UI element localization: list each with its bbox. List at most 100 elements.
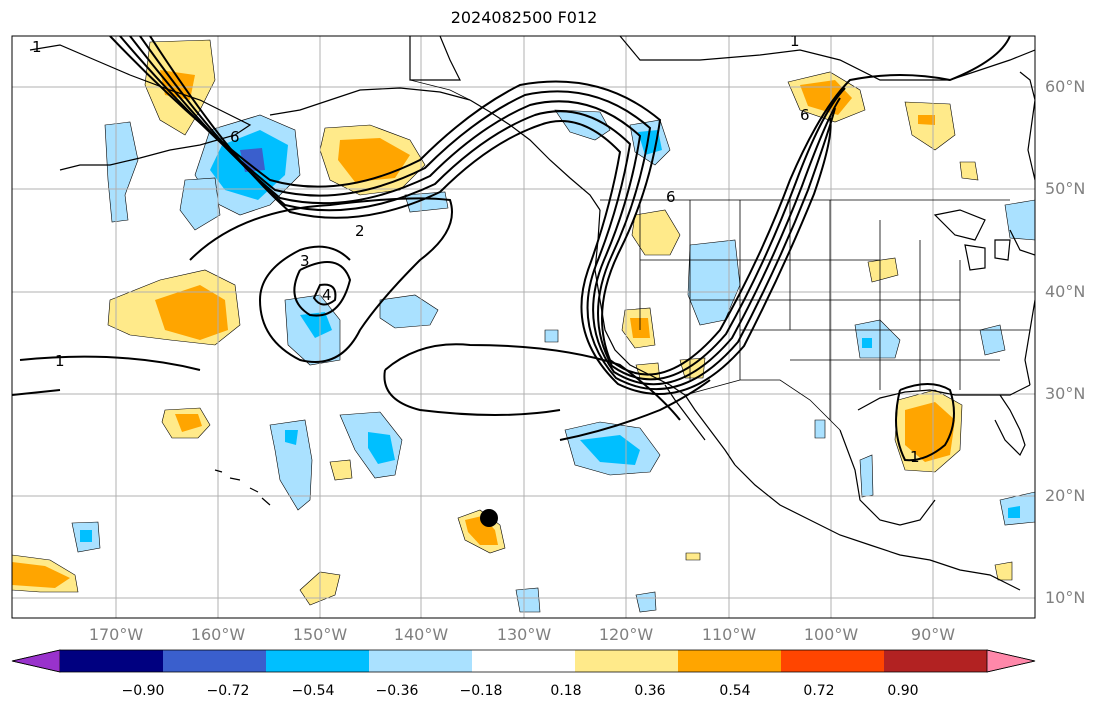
negative-anomaly-patch: [80, 530, 92, 542]
lat-label: 40°N: [1045, 282, 1086, 301]
negative-anomaly-patch: [854, 319, 901, 359]
negative-anomaly-patch: [859, 454, 874, 498]
contour-line: [559, 379, 711, 441]
lon-label: 160°W: [190, 625, 246, 644]
negative-anomaly-patch: [104, 121, 139, 223]
colorbar-tick-label: 0.18: [550, 683, 582, 699]
colorbar-tick-label: −0.90: [121, 683, 165, 699]
contour-label: 1: [790, 32, 800, 50]
colorbar-segment: [678, 650, 781, 672]
canada-bc-coast: [469, 99, 601, 211]
colorbar-tick-label: 0.54: [719, 683, 751, 699]
positive-anomaly-patch: [685, 552, 701, 561]
colorbar-tick-label: −0.54: [291, 683, 335, 699]
colorbar-segment: [163, 650, 266, 672]
lon-label: 150°W: [292, 625, 348, 644]
colorbar-tick-label: 0.72: [803, 683, 835, 699]
hudson-bay: [1019, 71, 1035, 181]
colorbar-extend-min: [11, 649, 61, 673]
positive-anomaly-patch: [329, 459, 353, 481]
negative-anomaly-patch: [635, 591, 657, 613]
mexico-coast: [734, 464, 1021, 591]
contour-line: [12, 389, 61, 396]
contour-line: [895, 383, 955, 462]
contour-label: 1: [32, 38, 42, 56]
positive-anomaly-patch: [800, 80, 852, 115]
colorbar-segment: [266, 650, 369, 672]
colorbar-segment: [369, 650, 472, 672]
positive-anomaly-patch: [904, 101, 956, 151]
contour-label: 6: [230, 128, 240, 146]
positive-anomaly-patch: [959, 161, 979, 181]
colorbar: [11, 649, 1036, 673]
lon-label: 130°W: [496, 625, 552, 644]
contour-line: [293, 261, 352, 317]
colorbar-segment: [60, 650, 163, 672]
contour-line: [312, 283, 337, 306]
anomaly-shading: [12, 39, 1035, 613]
lon-label: 100°W: [803, 625, 859, 644]
us-mexico-border: [684, 379, 841, 431]
contour-label: 1: [55, 352, 65, 370]
positive-anomaly-patch: [12, 562, 70, 588]
negative-anomaly-patch: [269, 419, 313, 511]
contour-label: 6: [800, 106, 810, 124]
colorbar-segment: [472, 650, 575, 672]
contour-line: [189, 197, 453, 363]
positive-anomaly-patch: [918, 115, 935, 125]
alaska-canada-border: [409, 36, 471, 101]
map-title: 2024082500 F012: [450, 8, 598, 27]
lat-lon-grid: [12, 36, 1035, 618]
positive-anomaly-patch: [994, 561, 1013, 581]
positive-anomaly-patch: [679, 357, 706, 379]
contour-label: 6: [666, 188, 676, 206]
negative-anomaly-patch: [379, 294, 439, 329]
contour-line: [383, 343, 681, 421]
lon-label: 170°W: [88, 625, 144, 644]
contour-line: [139, 36, 836, 391]
colorbar-tick-label: 0.36: [634, 683, 666, 699]
positive-anomaly-patch: [155, 285, 228, 340]
contour-line: [129, 36, 841, 386]
lat-label: 30°N: [1045, 384, 1086, 403]
negative-anomaly-patch: [862, 338, 872, 348]
lon-label: 110°W: [701, 625, 757, 644]
colorbar-tick-label: −0.72: [206, 683, 250, 699]
negative-anomaly-patch: [404, 191, 449, 213]
colorbar-segment: [781, 650, 884, 672]
lon-label: 120°W: [598, 625, 654, 644]
negative-anomaly-patch: [179, 177, 221, 231]
negative-anomaly-patch: [368, 432, 395, 464]
contour-line: [119, 36, 846, 381]
map-frame: [11, 35, 1036, 619]
state-borders: [639, 200, 1030, 420]
alaska-coast: [29, 44, 471, 171]
colorbar-tick-label: 0.90: [887, 683, 919, 699]
contour-labels: 1 2 3 4 6 1 1 1 6 6: [32, 32, 920, 466]
us-west-coast: [594, 209, 686, 396]
colorbar-segment: [884, 650, 987, 672]
lat-label: 50°N: [1045, 179, 1086, 198]
negative-anomaly-patch: [515, 587, 541, 613]
positive-anomaly-patch: [631, 209, 681, 256]
negative-anomaly-patch: [1008, 506, 1020, 518]
negative-anomaly-patch: [638, 130, 662, 155]
contour-line: [109, 36, 1011, 376]
hawaii-islands: [214, 469, 271, 506]
contour-label: 2: [355, 222, 365, 240]
lon-label: 90°W: [910, 625, 956, 644]
positive-anomaly-patch: [175, 414, 202, 432]
us-east-coast: [1009, 229, 1035, 386]
contour-label: 1: [910, 448, 920, 466]
positive-anomaly-patch: [160, 70, 195, 100]
negative-anomaly-patch: [580, 435, 640, 465]
positive-anomaly-patch: [338, 138, 410, 182]
florida: [994, 394, 1026, 457]
negative-anomaly-patch: [814, 419, 826, 439]
colorbar-tick-label: −0.18: [459, 683, 503, 699]
contour-line: [19, 355, 201, 371]
great-lakes: [933, 209, 1011, 271]
lat-label: 10°N: [1045, 588, 1086, 607]
colorbar-outline: [11, 649, 1036, 673]
